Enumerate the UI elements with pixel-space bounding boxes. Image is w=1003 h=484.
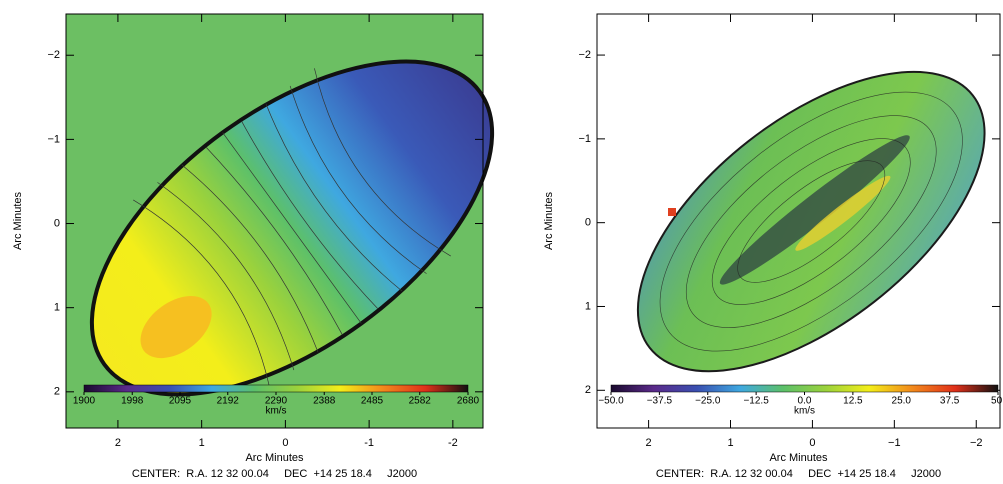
colorbar-tick-label: 2095 (169, 396, 192, 407)
x-tick-label: 2 (646, 437, 652, 449)
colorbar-tick-label: −12.5 (743, 396, 769, 407)
x-tick-label: 2 (115, 437, 121, 449)
x-axis-label: Arc Minutes (245, 452, 304, 464)
plot-frame (65, 13, 484, 429)
y-tick-label: −2 (47, 49, 60, 61)
y-tick-label: −1 (578, 133, 591, 145)
y-tick-label: 0 (585, 217, 591, 229)
x-tick-label: 0 (809, 437, 815, 449)
colorbar-tick-label: 2485 (361, 396, 384, 407)
y-tick-label: 0 (54, 217, 60, 229)
colorbar-tick-label: 1900 (73, 396, 96, 407)
colorbar-tick-label: 0.0 (798, 396, 812, 407)
y-tick-label: −2 (578, 49, 591, 61)
x-tick-label: 1 (727, 437, 733, 449)
y-tick-label: 1 (585, 300, 591, 312)
colorbar (83, 384, 469, 393)
colorbar-label: km/s (265, 406, 286, 417)
y-tick-label: 2 (585, 384, 591, 396)
residual-field (636, 70, 986, 373)
colorbar-tick-label: 1998 (121, 396, 144, 407)
colorbar-tick-label: 2680 (457, 396, 480, 407)
x-tick-label: -1 (364, 437, 374, 449)
footer: CENTER: R.A. 12 32 00.04 DEC +14 25 18.4… (132, 468, 417, 480)
velocity-field (66, 14, 495, 428)
x-tick-label: −2 (970, 437, 983, 449)
y-tick-label: 1 (54, 302, 60, 314)
footer: CENTER: R.A. 12 32 00.04 DEC +14 25 18.4… (656, 468, 941, 480)
colorbar-tick-label: 2582 (409, 396, 432, 407)
colorbar-tick-label: −50.0 (598, 396, 624, 407)
x-tick-label: 0 (282, 437, 288, 449)
x-tick-label: 1 (199, 437, 205, 449)
x-axis-label: Arc Minutes (769, 452, 828, 464)
y-tick-label: 2 (54, 386, 60, 398)
colorbar (610, 384, 999, 393)
y-tick-label: −1 (47, 133, 60, 145)
y-axis-label: Arc Minutes (12, 191, 24, 250)
colorbar-tick-label: −25.0 (695, 396, 721, 407)
colorbar-tick-label: −37.5 (647, 396, 673, 407)
colorbar-tick-label: 25.0 (892, 396, 912, 407)
colorbar-tick-label: 12.5 (843, 396, 863, 407)
plot-frame (596, 13, 1001, 429)
colorbar-label: km/s (794, 406, 815, 417)
colorbar-tick-label: 37.5 (940, 396, 960, 407)
colorbar-tick-label: 2290 (265, 396, 288, 407)
x-tick-label: −1 (888, 437, 901, 449)
x-tick-label: -2 (448, 437, 458, 449)
y-axis-label: Arc Minutes (543, 191, 555, 250)
colorbar-tick-label: 2192 (217, 396, 240, 407)
colorbar-tick-label: 2388 (313, 396, 336, 407)
colorbar-tick-label: 50. (991, 396, 1003, 407)
